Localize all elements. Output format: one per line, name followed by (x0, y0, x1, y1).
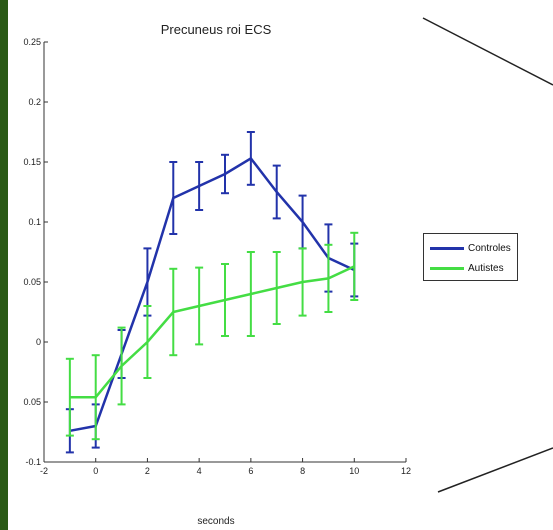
x-tick-label: -2 (40, 466, 48, 476)
y-tick-label: 0.15 (23, 157, 41, 167)
x-tick-label: 6 (248, 466, 253, 476)
left-border-stripe (0, 0, 8, 530)
x-tick-label: 8 (300, 466, 305, 476)
plot-area (44, 42, 406, 462)
y-tick-label: 0.1 (28, 217, 41, 227)
x-axis-label: seconds (197, 516, 234, 527)
legend: Controles Autistes (423, 233, 518, 281)
legend-entry-controles: Controles (430, 241, 511, 255)
y-tick-label: 0.05 (23, 277, 41, 287)
x-tick-label: 2 (145, 466, 150, 476)
legend-label-controles: Controles (468, 242, 511, 254)
series-line-autistes (69, 265, 355, 399)
y-tick-label: 0.25 (23, 37, 41, 47)
y-tick-label: -0.1 (25, 457, 41, 467)
legend-swatch-controles (430, 246, 464, 250)
x-tick-label: 0 (93, 466, 98, 476)
chart-title: Precuneus roi ECS (161, 22, 272, 37)
legend-swatch-autistes (430, 266, 464, 270)
zoom-connector-top (422, 17, 553, 86)
x-tick-label: 10 (349, 466, 359, 476)
x-tick-label: 4 (197, 466, 202, 476)
y-tick-label: 0.2 (28, 97, 41, 107)
legend-label-autistes: Autistes (468, 262, 504, 274)
series-line-controles (69, 156, 355, 433)
legend-entry-autistes: Autistes (430, 261, 504, 275)
x-tick-label: 12 (401, 466, 411, 476)
zoom-connector-bottom (437, 447, 553, 493)
y-tick-label: 0 (36, 337, 41, 347)
y-tick-label: 0.05 (23, 397, 41, 407)
